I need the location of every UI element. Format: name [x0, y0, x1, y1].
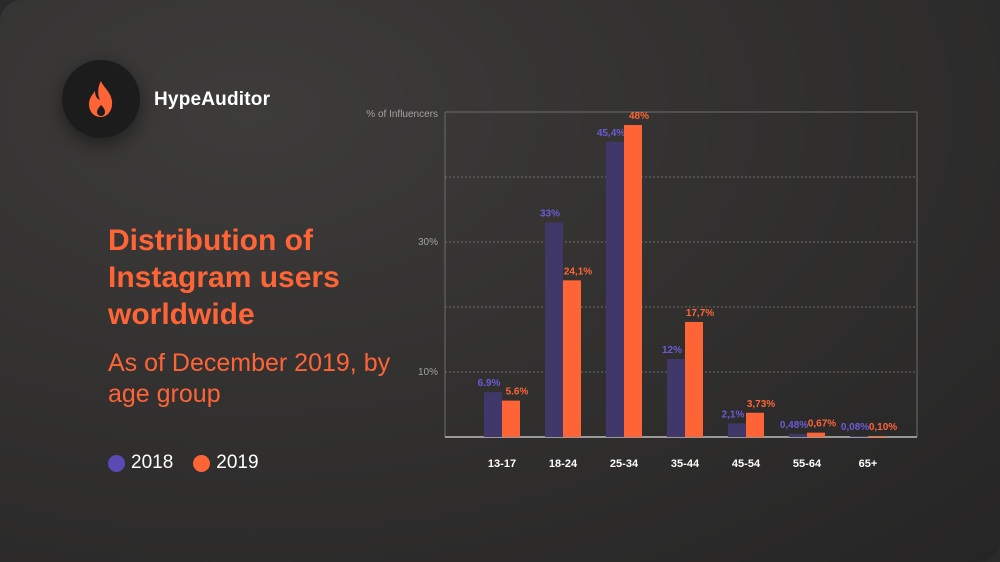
- bar-2019-35-44: [685, 321, 703, 437]
- bar-2018-55-64: [789, 433, 807, 437]
- page-title: Distribution of Instagram users worldwid…: [108, 224, 340, 331]
- brand-name: HypeAuditor: [154, 89, 271, 110]
- bar-2019-55-64: [807, 432, 825, 437]
- flame-icon: [89, 81, 113, 117]
- data-label-2019-18-24: 24,1%: [564, 266, 592, 277]
- data-label-2019-13-17: 5.6%: [506, 387, 529, 398]
- data-label-2019-25-34: 48%: [629, 111, 649, 122]
- y-tick-label: 10%: [418, 367, 438, 378]
- data-label-2018-13-17: 6.9%: [478, 378, 501, 389]
- y-axis-label: % of Influencers: [366, 109, 438, 120]
- bar-2018-45-54: [728, 423, 746, 437]
- x-tick-label-45-54: 45-54: [732, 458, 761, 470]
- data-label-2018-55-64: 0,48%: [780, 420, 808, 431]
- bar-2018-13-17: [484, 392, 502, 437]
- x-tick-label-25-34: 25-34: [610, 458, 639, 470]
- bar-2018-25-34: [606, 141, 624, 437]
- data-label-2019-65+: 0,10%: [869, 422, 897, 433]
- logo: [62, 60, 140, 138]
- x-tick-label-65+: 65+: [859, 458, 878, 470]
- legend-item-2018: 2018: [108, 452, 173, 474]
- data-label-2019-35-44: 17,7%: [686, 308, 714, 319]
- bar-2018-35-44: [667, 359, 685, 437]
- bar-2019-65+: [868, 436, 886, 437]
- legend-label-2018: 2018: [131, 452, 174, 473]
- x-tick-label-35-44: 35-44: [671, 458, 700, 470]
- x-tick-label-18-24: 18-24: [549, 458, 578, 470]
- x-tick-label-55-64: 55-64: [793, 458, 822, 470]
- data-label-2018-65+: 0,08%: [841, 422, 869, 433]
- legend-item-2019: 2019: [193, 452, 259, 474]
- data-label-2018-25-34: 45,4%: [597, 128, 625, 139]
- legend-label-2019: 2019: [216, 452, 259, 473]
- data-label-2019-45-54: 3,73%: [747, 399, 775, 410]
- bar-2018-18-24: [545, 222, 563, 437]
- x-tick-label-13-17: 13-17: [488, 458, 516, 470]
- page-subtitle: As of December 2019, by age group: [108, 349, 391, 408]
- data-label-2018-18-24: 33%: [540, 209, 560, 220]
- legend-swatch-2019: [193, 454, 211, 472]
- bar-2019-45-54: [746, 412, 764, 437]
- y-tick-label: 30%: [418, 237, 438, 248]
- data-label-2018-35-44: 12%: [662, 345, 682, 356]
- data-label-2018-45-54: 2,1%: [722, 409, 745, 420]
- bar-2018-65+: [850, 436, 868, 437]
- legend: 2018 2019: [108, 452, 279, 474]
- bar-2019-13-17: [502, 400, 520, 437]
- legend-swatch-2018: [108, 454, 125, 472]
- bar-2019-18-24: [563, 280, 581, 437]
- data-label-2019-55-64: 0,67%: [808, 419, 836, 430]
- bar-2019-25-34: [624, 125, 642, 437]
